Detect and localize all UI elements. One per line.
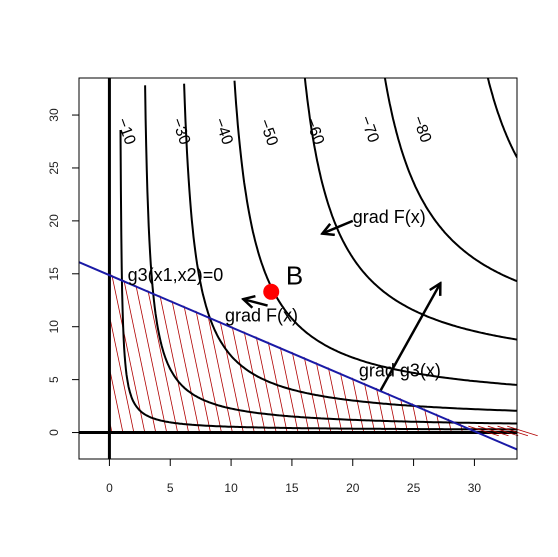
plot-frame xyxy=(78,77,518,460)
x-tick-label: 5 xyxy=(167,481,174,495)
hatch-line xyxy=(547,263,558,438)
hatch-line xyxy=(152,273,191,433)
hatch-line xyxy=(526,263,558,438)
hatch-line xyxy=(437,273,475,433)
hatch-line xyxy=(0,263,4,438)
contour-lines xyxy=(119,78,517,431)
hatch-line xyxy=(109,273,114,433)
contour-line xyxy=(119,129,517,431)
hatch-line xyxy=(393,273,432,433)
contour-label: −30 xyxy=(168,116,193,147)
hatch-line xyxy=(515,263,552,438)
constraint-line xyxy=(79,261,517,451)
hatch-line xyxy=(426,273,464,433)
hatch-line xyxy=(33,263,70,438)
x-axis-ticks: 0 5 10 15 20 25 30 xyxy=(106,459,481,495)
hatch-line xyxy=(0,263,25,438)
g3-constraint-line xyxy=(79,261,517,451)
annotation-label: g3(x1,x2)=0 xyxy=(128,265,224,285)
contour-label: −80 xyxy=(409,114,434,145)
hatch-line xyxy=(0,263,15,438)
x-tick-label: 15 xyxy=(285,481,299,495)
y-tick-label: 5 xyxy=(47,376,61,383)
hatch-line xyxy=(459,273,481,433)
y-tick-label: 20 xyxy=(47,214,61,228)
contour-label: −70 xyxy=(357,114,382,145)
hatch-line xyxy=(338,273,377,433)
hatch-line xyxy=(55,263,91,438)
hatch-line xyxy=(482,263,519,438)
contour-label: −60 xyxy=(302,116,327,147)
hatch-line xyxy=(22,263,59,438)
point-layer xyxy=(263,283,280,300)
hatch-line xyxy=(44,263,81,438)
hatch-line xyxy=(487,425,519,437)
hatch-line xyxy=(109,273,136,433)
contour-label: −50 xyxy=(256,117,281,148)
x-tick-label: 25 xyxy=(407,481,421,495)
hatch-line xyxy=(382,273,421,433)
point-b xyxy=(263,283,280,300)
hatch-line xyxy=(0,263,36,438)
x-tick-label: 10 xyxy=(224,481,238,495)
y-axis-ticks: 0 5 10 15 20 25 30 xyxy=(47,108,79,436)
contour-label: −40 xyxy=(211,116,236,147)
hatch-line xyxy=(109,273,147,433)
y-tick-label: 25 xyxy=(47,161,61,175)
feasible-region-hatch xyxy=(0,263,558,438)
hatch-line xyxy=(163,273,202,433)
zero-axes xyxy=(79,78,517,459)
y-tick-label: 0 xyxy=(47,429,61,436)
hatch-line xyxy=(415,273,453,433)
hatch-line xyxy=(507,425,538,437)
hatch-line xyxy=(185,273,223,433)
hatch-line xyxy=(493,263,530,438)
grad-f-arrow-upper xyxy=(322,219,354,234)
grad-g3-arrow xyxy=(379,283,441,391)
y-tick-label: 30 xyxy=(47,108,61,122)
hatch-line xyxy=(130,273,169,433)
hatch-line xyxy=(141,273,180,433)
contour-line xyxy=(183,83,517,412)
contour-label: −10 xyxy=(113,116,138,147)
hatch-line xyxy=(109,273,125,433)
hatch-line xyxy=(448,273,481,433)
contour-line xyxy=(144,85,517,425)
annotation-label: grad F(x) xyxy=(225,305,298,325)
hatch-line xyxy=(66,263,103,438)
grad-f-arrow-lower xyxy=(243,299,268,305)
y-tick-label: 15 xyxy=(47,267,61,281)
hatch-line xyxy=(468,425,499,437)
hatch-line xyxy=(536,263,558,438)
hatch-line xyxy=(11,263,48,438)
hatch-line xyxy=(119,273,158,433)
x-tick-label: 30 xyxy=(468,481,482,495)
annotation-label: B xyxy=(286,260,303,290)
contour-line xyxy=(486,78,517,159)
contour-line xyxy=(303,78,517,341)
y-tick-label: 10 xyxy=(47,320,61,334)
contour-labels: −10 −30 −40 −50 −60 −70 −80 xyxy=(113,114,434,149)
hatch-line xyxy=(477,425,509,437)
x-tick-label: 20 xyxy=(346,481,360,495)
hatch-line xyxy=(504,263,540,438)
hatch-line xyxy=(497,425,529,437)
contour-line xyxy=(233,80,517,386)
contour-line xyxy=(383,78,517,283)
annotation-label: grad g3(x) xyxy=(359,360,441,380)
annotation-label: grad F(x) xyxy=(353,207,426,227)
gradient-arrows xyxy=(243,219,538,437)
hatch-line xyxy=(174,273,213,433)
x-tick-label: 0 xyxy=(106,481,113,495)
hatch-line xyxy=(470,273,481,433)
